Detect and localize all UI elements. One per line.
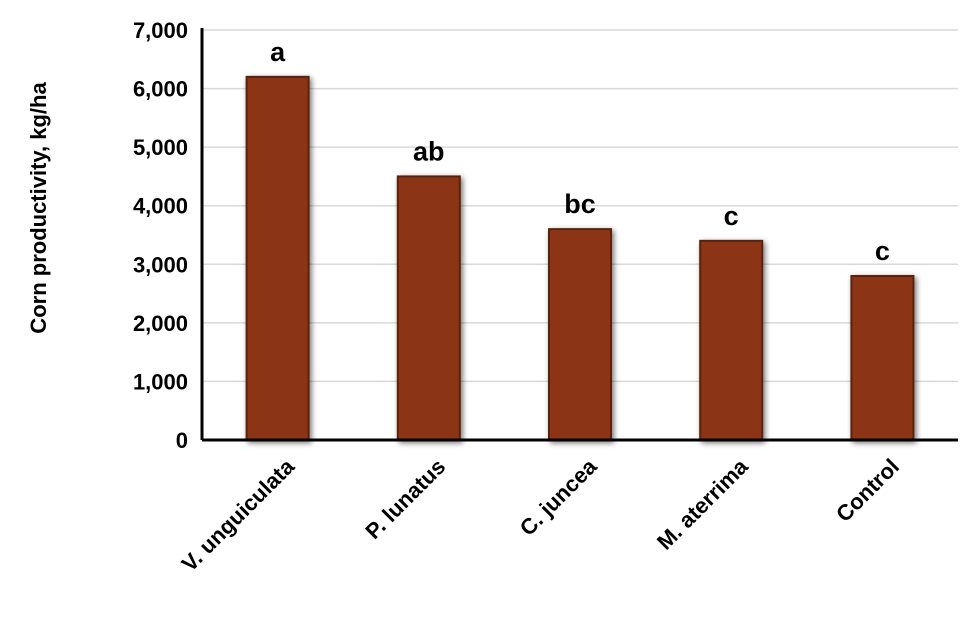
y-tick-label: 4,000 [133,194,188,219]
y-tick-labels: 0 1,000 2,000 3,000 4,000 5,000 6,000 7,000 [133,18,188,453]
x-tick-label: Control [831,454,904,527]
x-tick-label: P. lunatus [360,454,450,544]
x-tick-label: M. aterrima [652,453,753,554]
y-tick-label: 0 [176,428,188,453]
x-tick-label: V. unguiculata [177,453,300,576]
x-tick-labels: V. unguiculata P. lunatus C. juncea M. ater… [177,453,904,576]
y-tick-label: 7,000 [133,18,188,43]
y-tick-label: 2,000 [133,311,188,336]
bar-data-label: ab [413,136,445,166]
bar-data-label: c [875,236,890,266]
data-labels: a ab bc c c [270,37,890,266]
bar-data-label: c [724,201,739,231]
y-tick-label: 6,000 [133,77,188,102]
bar [245,75,310,441]
bar-data-label: bc [564,189,596,219]
axes [200,28,958,442]
y-tick-label: 3,000 [133,252,188,277]
bar [548,228,612,441]
bars [245,75,915,442]
x-tick-label: C. juncea [515,453,602,540]
y-axis-title: Corn productivity, kg/ha [26,82,51,334]
y-tick-label: 1,000 [133,369,188,394]
y-tick-label: 5,000 [133,135,188,160]
bar [699,239,764,441]
bar-data-label: a [270,37,286,67]
bar [396,175,461,442]
bar [850,275,915,441]
